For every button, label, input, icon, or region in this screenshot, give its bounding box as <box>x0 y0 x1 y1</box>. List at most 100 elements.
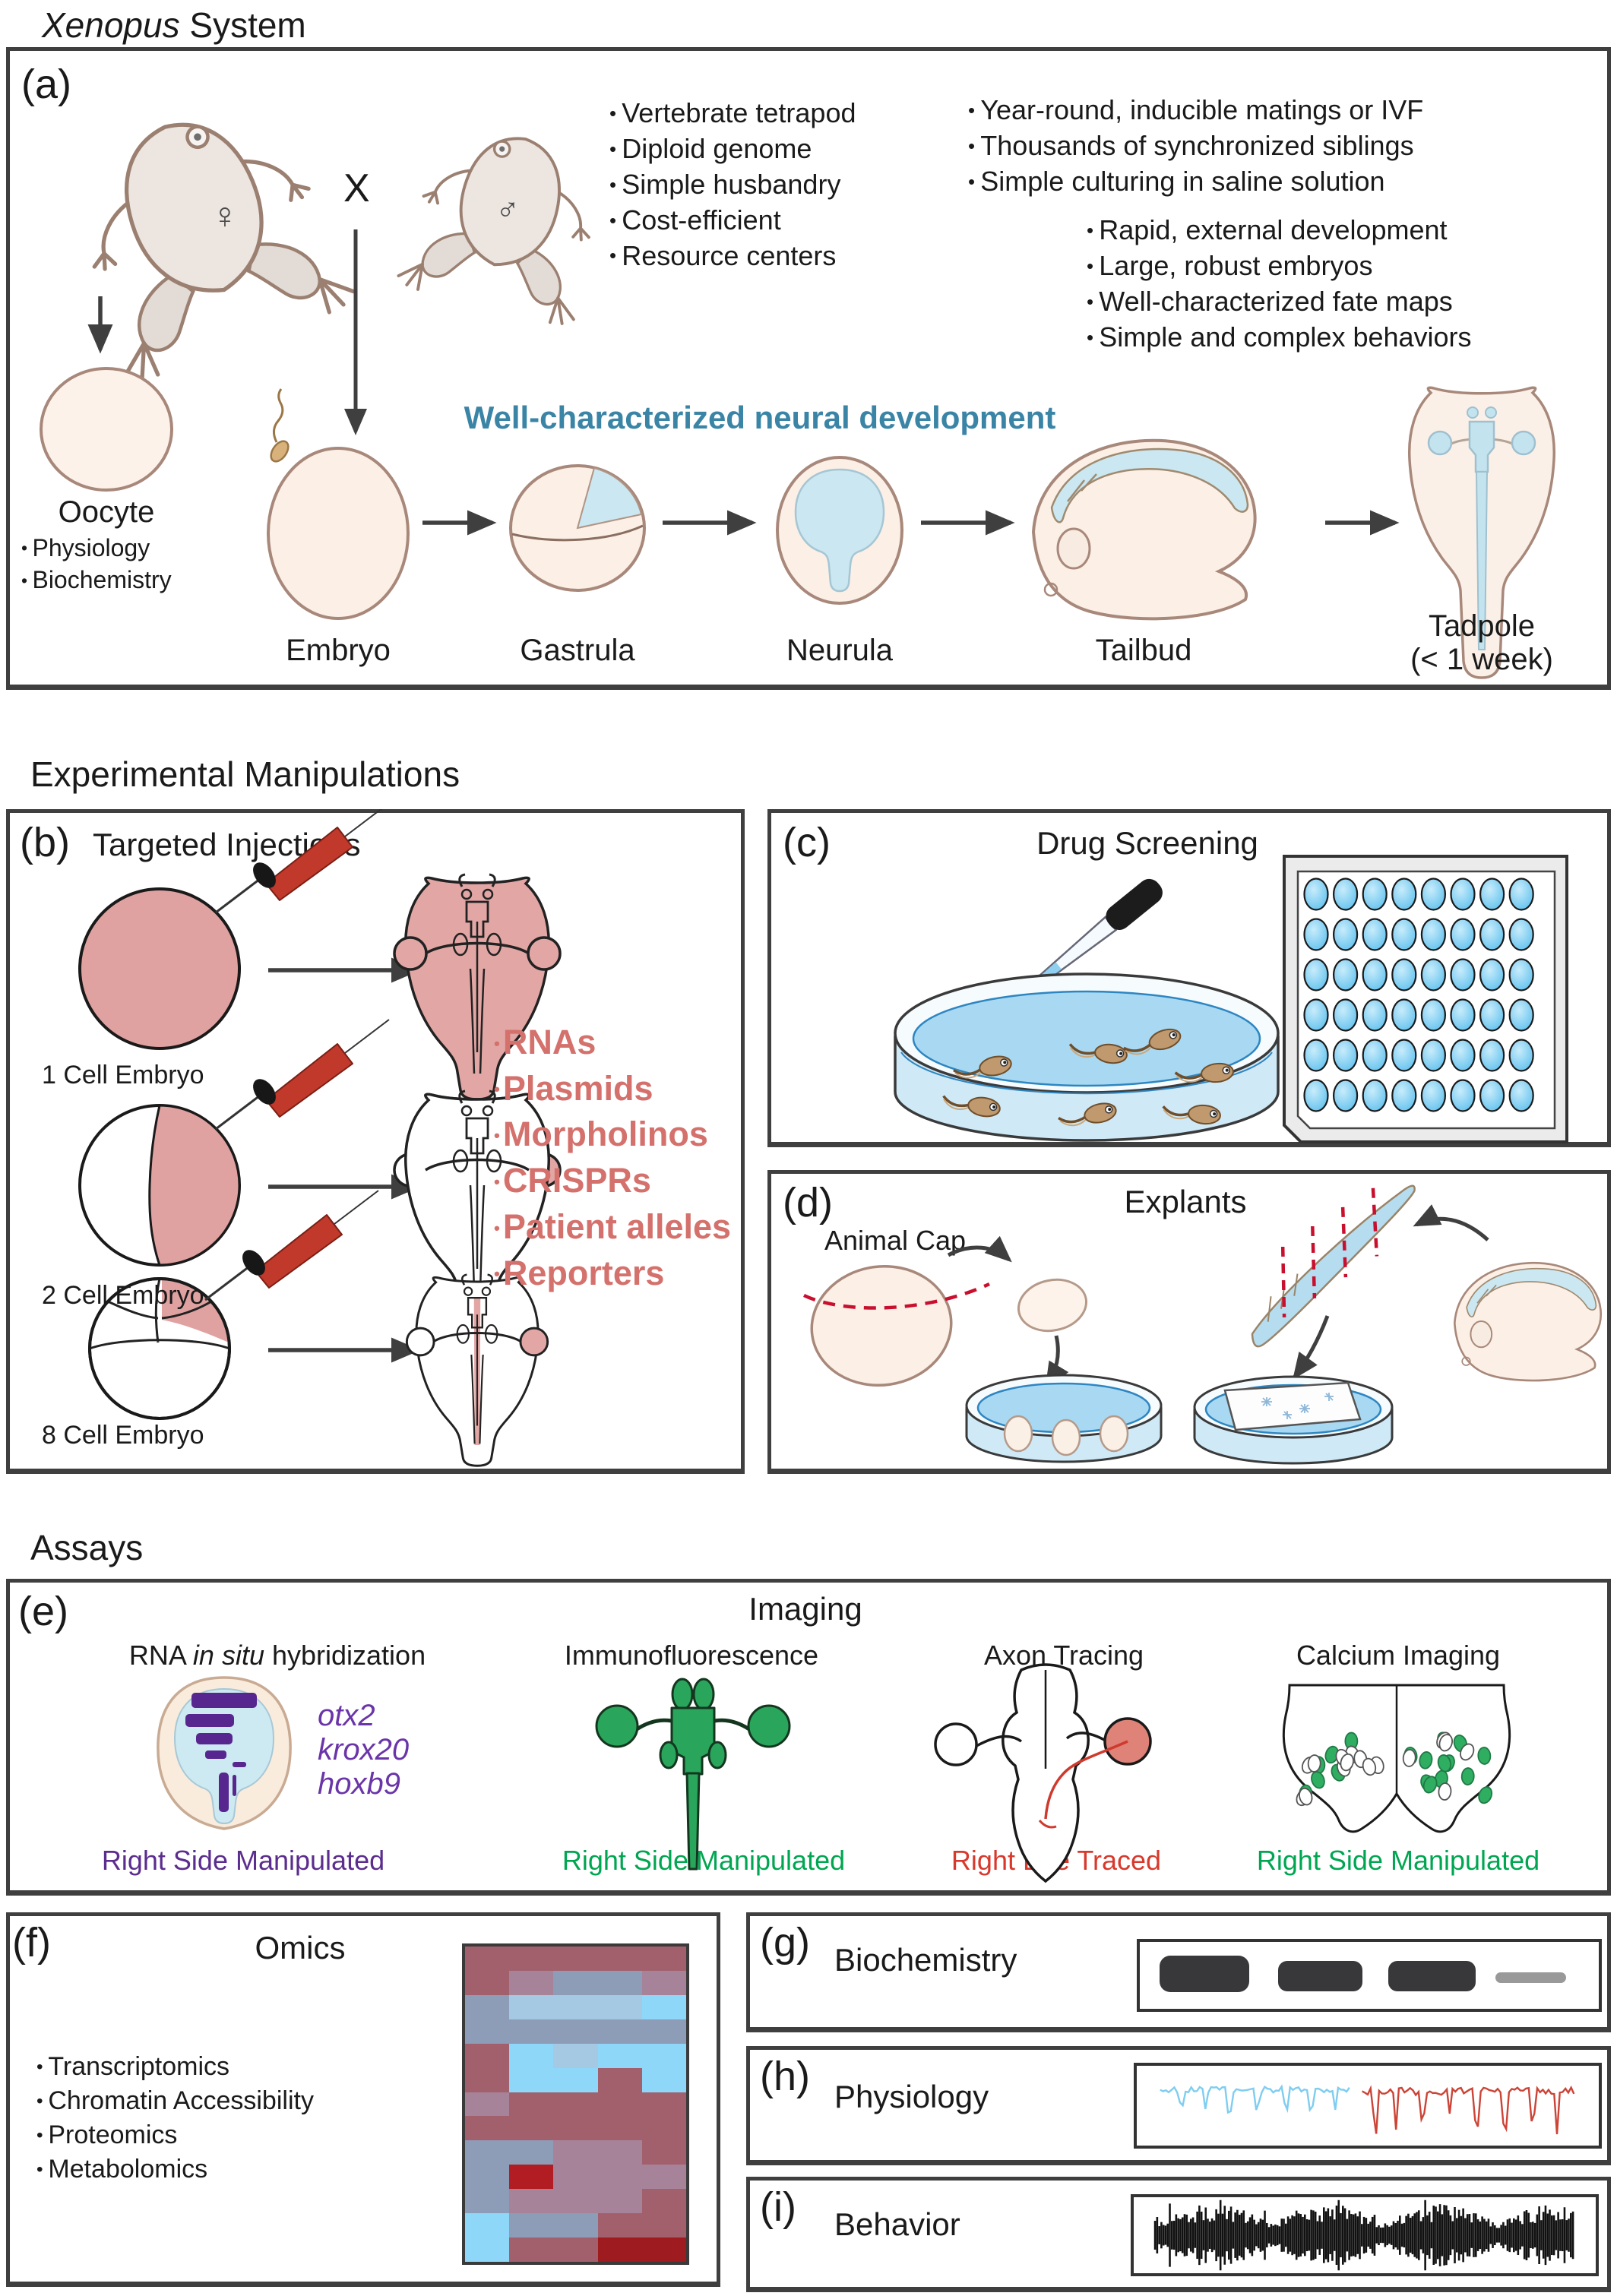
section-title-assays: Assays <box>30 1528 144 1567</box>
heatmap-cell <box>641 2165 686 2190</box>
list-item: Resource centers <box>609 239 856 274</box>
figure-title-rest: System <box>179 5 306 45</box>
plate-well <box>1450 1039 1476 1072</box>
heatmap-cell <box>641 2140 686 2165</box>
plate-well <box>1303 918 1329 951</box>
heatmap-cell <box>553 1994 598 2019</box>
heatmap-cell <box>553 2067 598 2092</box>
insitu-title: RNA in situ hybridization <box>99 1640 456 1671</box>
heatmap-cell <box>553 2092 598 2117</box>
immuno-brain <box>595 1678 791 1871</box>
heatmap-cell <box>465 1947 510 1971</box>
neural-development-heading: Well-characterized neural development <box>464 400 1056 435</box>
electrophysiology-traces <box>1134 2063 1602 2149</box>
heatmap-cell <box>641 2213 686 2238</box>
calcium-tectum <box>1282 1684 1511 1833</box>
panel-d-graphics <box>803 1184 1603 1465</box>
tadpole-line1: Tadpole <box>1428 609 1536 643</box>
heatmap-cell <box>509 2019 554 2044</box>
heatmap-cell <box>509 1947 554 1971</box>
list-item: Vertebrate tetrapod <box>609 96 856 131</box>
gastrula-illustration <box>509 464 646 592</box>
plate-well <box>1479 1039 1505 1072</box>
heatmap-cell <box>641 2092 686 2117</box>
male-frog-illustration <box>397 137 590 325</box>
oocyte-bullets: PhysiologyBiochemistry <box>21 532 171 596</box>
heatmap-cell <box>641 2019 686 2044</box>
eight-cell-injected-cell <box>162 1280 229 1342</box>
blot-band-2 <box>1278 1961 1362 1991</box>
explant-dish-right <box>1193 1375 1394 1465</box>
heatmap-cell <box>641 1947 686 1971</box>
heatmap-cell <box>465 2165 510 2190</box>
inactive-neuron-dot <box>1438 1782 1452 1801</box>
heatmap-cell <box>597 1994 642 2019</box>
blot-band-4-faint <box>1495 1972 1566 1983</box>
plate-well <box>1391 918 1417 951</box>
plate-well <box>1420 878 1447 911</box>
tailbud-embryo <box>1453 1262 1603 1382</box>
gene-label-krox20: krox20 <box>318 1733 410 1766</box>
female-symbol: ♀ <box>211 196 239 236</box>
list-item: Metabolomics <box>36 2152 314 2187</box>
oocyte-label: Oocyte <box>58 495 155 529</box>
heatmap-cell <box>509 2043 554 2068</box>
list-item: Proteomics <box>36 2118 314 2152</box>
arrow-strip-to-dish <box>1293 1315 1330 1380</box>
heatmap-cell <box>465 1970 510 1995</box>
inactive-neuron-dot <box>1402 1749 1416 1767</box>
plate-well <box>1391 998 1417 1032</box>
list-item: Large, robust embryos <box>1087 248 1472 284</box>
list-item: Simple husbandry <box>609 167 856 203</box>
panel-d-title: Explants <box>1124 1184 1247 1219</box>
heatmap-cell <box>465 1994 510 2019</box>
inactive-neuron-dot <box>1362 1757 1377 1776</box>
panel-c-graphics <box>894 855 1568 1143</box>
list-item: Thousands of synchronized siblings <box>968 128 1423 164</box>
left-eye <box>934 1722 978 1766</box>
active-neuron-dot <box>1437 1754 1451 1773</box>
panel-f-label: (f) <box>12 1920 51 1966</box>
heatmap-cell <box>509 1970 554 1995</box>
plate-well <box>1303 1079 1329 1112</box>
heatmap-cell <box>597 2189 642 2214</box>
gene-label-hoxb9: hoxb9 <box>318 1767 400 1801</box>
row-label-8cell: 8 Cell Embryo <box>42 1421 204 1450</box>
heatmap-cell <box>597 2116 642 2141</box>
row-label-2cell: 2 Cell Embryo <box>42 1281 204 1310</box>
animal-cap-explant <box>1017 1278 1088 1333</box>
neurula-illustration <box>776 456 903 605</box>
heatmap-cell <box>509 2189 554 2214</box>
well-plate <box>1283 855 1568 1143</box>
stage-label-tailbud: Tailbud <box>1095 634 1192 667</box>
heatmap-cell <box>509 2165 554 2190</box>
plate-well <box>1362 998 1388 1032</box>
heatmap-cell <box>553 1947 598 1971</box>
heatmap-cell <box>509 1994 554 2019</box>
sperm-head <box>270 440 290 463</box>
trace-path <box>1361 2085 1575 2135</box>
plate-well <box>1391 958 1417 991</box>
mating-cross-label: X <box>343 166 370 210</box>
tailbud-illustration <box>1031 438 1257 621</box>
plate-well <box>1332 958 1359 991</box>
result-tadpole-row3 <box>405 1273 549 1467</box>
advantages-list-3: Rapid, external developmentLarge, robust… <box>1087 213 1472 356</box>
heatmap-cell <box>509 2067 554 2092</box>
active-neuron-dot <box>1422 1776 1438 1794</box>
neuron-sketches <box>1261 1393 1334 1419</box>
heatmap-cell <box>509 2092 554 2117</box>
heatmap-cell <box>641 2067 686 2092</box>
plate-well <box>1303 878 1329 911</box>
panel-g-label: (g) <box>760 1920 810 1966</box>
active-neuron-dot <box>1478 1786 1493 1804</box>
heatmap-cell <box>465 2019 510 2044</box>
list-item: Reporters <box>494 1251 731 1297</box>
inactive-neuron-dot <box>1460 1743 1475 1761</box>
plate-well <box>1420 1039 1447 1072</box>
plate-well <box>1303 998 1329 1032</box>
neural-plate-explant <box>1251 1184 1416 1348</box>
list-item: Cost-efficient <box>609 203 856 239</box>
panel-i-title: Behavior <box>834 2206 960 2242</box>
